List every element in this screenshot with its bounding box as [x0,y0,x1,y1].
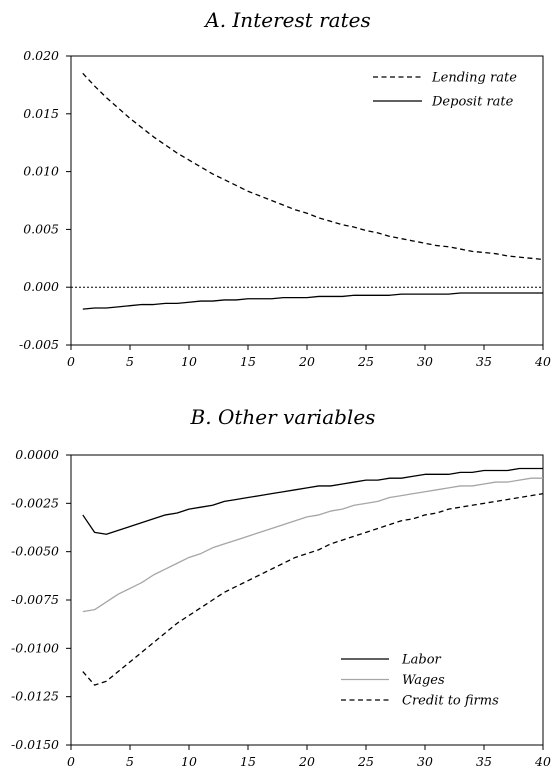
panel-a-plot: -0.005 0.000 0.005 0.010 0.015 0.020 0 5 10 15 20 2… [19,48,551,369]
panel-b-y-tick-label: -0.0025 [11,495,59,510]
panel-a-x-tick-label: 25 [357,354,374,369]
panel-b-title: B. Other variables [190,405,376,429]
panel-b-other-variables: B. Other variables -0.0150 -0.0125 -0.0100… [11,405,551,769]
panel-a-x-tick-label: 5 [126,354,134,369]
panel-b-x-tick-label: 40 [534,754,551,769]
panel-a-y-tick-label: 0.000 [23,279,59,294]
panel-b-x-tick-label: 5 [126,754,134,769]
panel-b-legend-label: Labor [401,653,442,668]
panel-a-y-tick-label: 0.015 [23,106,59,121]
panel-b-y-tick-label: -0.0125 [11,689,59,704]
panel-b-y-tick-label: -0.0075 [11,592,59,607]
panel-a-x-tick-label: 40 [534,354,551,369]
panel-a-y-tick-label: 0.010 [23,164,59,179]
panel-a-legend-label: Deposit rate [431,95,514,110]
panel-b-x-tick-label: 15 [240,754,256,769]
panel-b-x-tick-label: 0 [67,754,75,769]
panel-b-y-tick-label: -0.0150 [11,737,59,752]
panel-b-legend-label: Credit to firms [402,694,499,709]
panel-a-interest-rates: A. Interest rates -0.005 0.000 0.005 0.010 0… [19,8,551,369]
panel-a-y-tick-label: 0.005 [23,221,59,236]
panel-a-legend-label: Lending rate [431,71,517,86]
panel-a-x-tick-label: 0 [67,354,75,369]
panel-b-series-credit-to-firms [82,493,544,686]
panel-a-x-tick-label: 35 [476,354,492,369]
panel-b-y-tick-label: -0.0100 [11,640,59,655]
panel-b-x-tick-label: 25 [357,754,374,769]
panel-a-title: A. Interest rates [203,8,371,32]
panel-b-y-tick-label: 0.0000 [15,447,59,462]
panel-b-series-wages [82,477,543,613]
panel-b-y-tick-label: -0.0050 [11,544,59,559]
panel-b-x-tick-label: 30 [417,754,433,769]
panel-a-y-tick-label: -0.005 [19,337,59,352]
panel-a-series-deposit-rate [82,292,543,310]
panel-a-y-tick-label: 0.020 [23,48,59,63]
panel-b-plot: -0.0150 -0.0125 -0.0100 -0.0075 -0.0050 -0.00… [11,447,551,769]
panel-b-legend-label: Wages [402,673,445,688]
panel-a-x-tick-label: 10 [181,354,197,369]
panel-b-x-tick-label: 10 [181,754,197,769]
panel-b-series-labor [82,467,543,535]
panel-b-x-tick-label: 20 [298,754,315,769]
panel-b-x-tick-label: 35 [476,754,492,769]
panel-a-x-tick-label: 20 [298,354,315,369]
panel-a-series-lending-rate [82,72,544,261]
panel-a-x-tick-label: 30 [417,354,433,369]
panel-a-x-tick-label: 15 [240,354,256,369]
